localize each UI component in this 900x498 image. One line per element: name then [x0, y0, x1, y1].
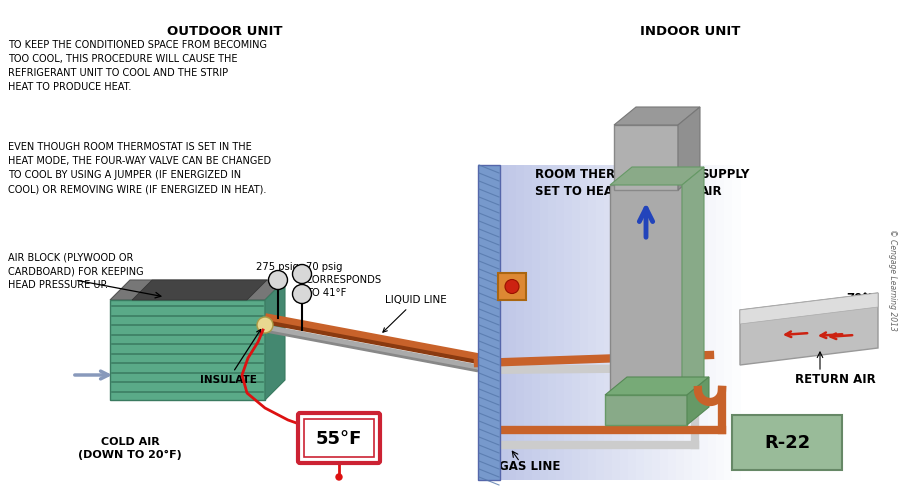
- Text: GAS LINE: GAS LINE: [500, 460, 561, 473]
- Bar: [700, 165, 709, 480]
- Bar: [644, 165, 653, 480]
- Bar: [498, 273, 526, 300]
- Bar: [508, 165, 517, 480]
- Text: OUTDOOR UNIT: OUTDOOR UNIT: [167, 25, 283, 38]
- Polygon shape: [740, 293, 878, 365]
- Text: 55°F: 55°F: [316, 430, 362, 448]
- Text: R-22: R-22: [764, 433, 810, 452]
- Text: TO KEEP THE CONDITIONED SPACE FROM BECOMING
TOO COOL, THIS PROCEDURE WILL CAUSE : TO KEEP THE CONDITIONED SPACE FROM BECOM…: [8, 40, 267, 92]
- Circle shape: [292, 284, 311, 303]
- Text: 275 psig: 275 psig: [256, 262, 299, 272]
- Bar: [478, 165, 500, 480]
- Polygon shape: [740, 293, 878, 324]
- Bar: [652, 165, 661, 480]
- FancyBboxPatch shape: [298, 413, 380, 463]
- Bar: [564, 165, 573, 480]
- Bar: [540, 165, 549, 480]
- Bar: [605, 395, 687, 425]
- Bar: [668, 165, 677, 480]
- Bar: [684, 165, 693, 480]
- Bar: [580, 165, 589, 480]
- Bar: [596, 165, 605, 480]
- Bar: [724, 165, 733, 480]
- Bar: [708, 165, 717, 480]
- Bar: [732, 165, 741, 480]
- Bar: [620, 165, 629, 480]
- Text: SUPPLY
AIR: SUPPLY AIR: [700, 168, 750, 198]
- Bar: [732, 415, 842, 470]
- Bar: [500, 165, 509, 480]
- Text: LIQUID LINE: LIQUID LINE: [382, 295, 446, 332]
- Bar: [716, 165, 725, 480]
- Polygon shape: [132, 280, 267, 300]
- Polygon shape: [687, 377, 709, 425]
- Text: AIR BLOCK (PLYWOOD OR
CARDBOARD) FOR KEEPING
HEAD PRESSURE UP.: AIR BLOCK (PLYWOOD OR CARDBOARD) FOR KEE…: [8, 252, 144, 290]
- Bar: [604, 165, 613, 480]
- Bar: [556, 165, 565, 480]
- Text: ROOM THERMOSTAT
SET TO HEAT: ROOM THERMOSTAT SET TO HEAT: [535, 168, 669, 198]
- Circle shape: [257, 317, 273, 333]
- Bar: [610, 185, 682, 395]
- Bar: [524, 165, 533, 480]
- Bar: [676, 165, 685, 480]
- Circle shape: [336, 474, 342, 480]
- Text: RETURN AIR: RETURN AIR: [796, 373, 876, 386]
- Bar: [614, 125, 678, 190]
- Text: COLD AIR
(DOWN TO 20°F): COLD AIR (DOWN TO 20°F): [78, 437, 182, 460]
- Text: INSULATE: INSULATE: [200, 330, 261, 385]
- Bar: [572, 165, 581, 480]
- Bar: [588, 165, 597, 480]
- Bar: [636, 165, 645, 480]
- Circle shape: [292, 264, 311, 283]
- Bar: [628, 165, 637, 480]
- Text: 70 psig
CORRESPONDS
TO 41°F: 70 psig CORRESPONDS TO 41°F: [306, 262, 382, 298]
- Bar: [548, 165, 557, 480]
- Bar: [516, 165, 525, 480]
- Text: EVEN THOUGH ROOM THERMOSTAT IS SET IN THE
HEAT MODE, THE FOUR-WAY VALVE CAN BE C: EVEN THOUGH ROOM THERMOSTAT IS SET IN TH…: [8, 142, 271, 194]
- Circle shape: [505, 279, 519, 293]
- Polygon shape: [265, 280, 285, 400]
- Polygon shape: [610, 167, 704, 185]
- Polygon shape: [678, 107, 700, 190]
- Text: © Cengage Learning 2013: © Cengage Learning 2013: [888, 229, 897, 331]
- Bar: [304, 419, 374, 457]
- Polygon shape: [682, 167, 704, 395]
- Bar: [110, 300, 265, 400]
- Bar: [612, 165, 621, 480]
- Text: 70°F: 70°F: [846, 292, 876, 305]
- Text: INDOOR UNIT: INDOOR UNIT: [640, 25, 740, 38]
- Bar: [532, 165, 541, 480]
- Polygon shape: [110, 280, 285, 300]
- Bar: [660, 165, 669, 480]
- Bar: [692, 165, 701, 480]
- Circle shape: [268, 270, 287, 289]
- Polygon shape: [614, 107, 700, 125]
- Polygon shape: [605, 377, 709, 395]
